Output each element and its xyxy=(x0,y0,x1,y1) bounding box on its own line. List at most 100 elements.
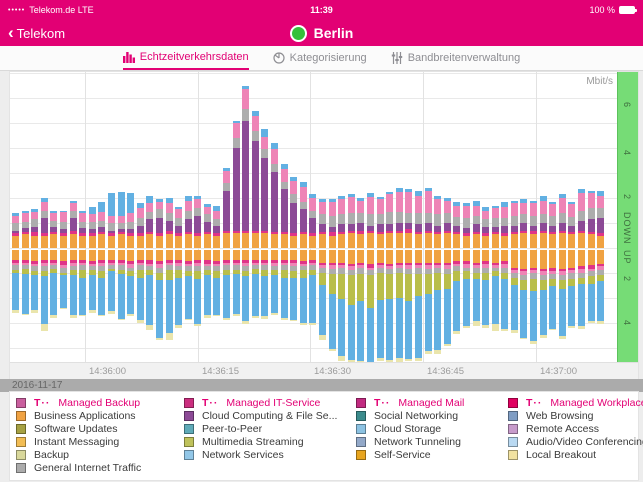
segment-orange xyxy=(597,235,605,248)
segment-paleyellow xyxy=(443,343,451,347)
segment-olive xyxy=(146,270,154,275)
segment-gray xyxy=(165,213,173,221)
segment-orange xyxy=(146,234,154,248)
segment-orange xyxy=(539,250,547,269)
segment-rose xyxy=(549,271,557,274)
segment-magenta xyxy=(107,260,115,263)
segment-magenta xyxy=(21,231,29,235)
traffic-bar xyxy=(309,72,317,362)
segment-magenta xyxy=(597,233,605,236)
traffic-bar xyxy=(424,72,432,362)
segment-rose xyxy=(395,265,403,268)
segment-purple xyxy=(136,225,144,233)
segment-rose xyxy=(328,265,336,269)
legend-item-label: Peer-to-Peer xyxy=(202,422,263,435)
segment-magenta xyxy=(386,230,394,233)
legend-swatch xyxy=(508,423,518,434)
segment-purple xyxy=(530,225,538,231)
segment-rose xyxy=(530,203,538,216)
segment-blue xyxy=(242,276,250,322)
segment-olive xyxy=(597,275,605,282)
tab-bandbreitenverwaltung[interactable]: Bandbreitenverwaltung xyxy=(391,46,520,70)
segment-magenta xyxy=(59,233,67,236)
segment-olive xyxy=(251,268,259,274)
segment-magenta xyxy=(587,265,595,269)
segment-blue xyxy=(405,301,413,359)
segment-magenta xyxy=(366,230,374,233)
segment-paleyellow xyxy=(136,320,144,323)
segment-blue xyxy=(59,275,67,308)
segment-rose xyxy=(242,262,250,267)
segment-blue xyxy=(107,193,115,216)
segment-blue xyxy=(155,199,163,202)
segment-orange xyxy=(194,235,202,248)
segment-gray xyxy=(184,210,192,220)
segment-gray xyxy=(520,275,528,280)
segment-olive xyxy=(578,277,586,284)
back-button[interactable]: ‹ Telekom xyxy=(8,24,65,41)
segment-blue xyxy=(127,193,135,213)
segment-rose xyxy=(424,265,432,269)
tab-echtzeitverkehrsdaten[interactable]: Echtzeitverkehrsdaten xyxy=(122,46,249,70)
segment-olive xyxy=(136,270,144,278)
segment-olive xyxy=(242,271,250,277)
segment-blue xyxy=(136,203,144,208)
segment-blue xyxy=(21,210,29,213)
legend-item-label: General Internet Traffic xyxy=(34,461,142,474)
segment-rose xyxy=(280,169,288,182)
traffic-bar xyxy=(79,72,87,362)
segment-olive xyxy=(223,270,231,275)
segment-blue xyxy=(587,190,595,193)
segment-magenta xyxy=(155,261,163,264)
segment-paleyellow xyxy=(520,337,528,339)
segment-paleyellow xyxy=(79,315,87,317)
segment-purple xyxy=(98,226,106,232)
segment-olive xyxy=(155,272,163,280)
segment-paleyellow xyxy=(347,360,355,362)
segment-olive xyxy=(443,273,451,289)
segment-orange xyxy=(203,250,211,260)
segment-gray xyxy=(328,268,336,274)
segment-gray xyxy=(587,271,595,277)
segment-magenta xyxy=(462,233,470,236)
legend-swatch xyxy=(508,397,518,408)
plot-area[interactable]: Mbit/s 6 4 2 DOWN UP 2 4 xyxy=(10,72,638,362)
tab-kategorisierung[interactable]: Kategorisierung xyxy=(273,46,367,70)
segment-rose xyxy=(136,262,144,265)
segment-rose xyxy=(462,205,470,218)
segment-rose xyxy=(21,213,29,222)
segment-purple xyxy=(309,218,317,233)
segment-rose xyxy=(319,201,326,215)
segment-magenta xyxy=(539,230,547,233)
segment-magenta xyxy=(347,230,355,233)
segment-olive xyxy=(482,272,490,280)
segment-magenta xyxy=(21,260,29,263)
legend-swatch xyxy=(16,423,26,434)
segment-orange xyxy=(175,235,183,248)
segment-olive xyxy=(117,270,125,274)
segment-orange xyxy=(520,233,528,248)
segment-gray xyxy=(299,201,307,210)
segment-rose xyxy=(31,263,39,267)
segment-magenta xyxy=(510,267,518,270)
segment-purple xyxy=(175,225,183,233)
segment-magenta xyxy=(251,230,259,233)
legend-swatch xyxy=(184,423,194,434)
segment-magenta xyxy=(319,262,326,265)
segment-blue xyxy=(223,275,231,318)
segment-olive xyxy=(424,273,432,294)
segment-rose xyxy=(261,262,269,265)
segment-blue xyxy=(155,280,163,338)
segment-blue xyxy=(491,276,499,324)
segment-rose xyxy=(539,200,547,215)
traffic-bar xyxy=(155,72,163,362)
segment-magenta xyxy=(280,260,288,263)
legend-item: General Internet Traffic xyxy=(14,461,182,474)
segment-gray xyxy=(366,214,374,226)
segment-blue xyxy=(280,164,288,170)
segment-blue xyxy=(290,277,298,320)
legend-swatch xyxy=(184,436,194,447)
segment-rose xyxy=(232,123,240,138)
segment-blue xyxy=(261,276,269,317)
